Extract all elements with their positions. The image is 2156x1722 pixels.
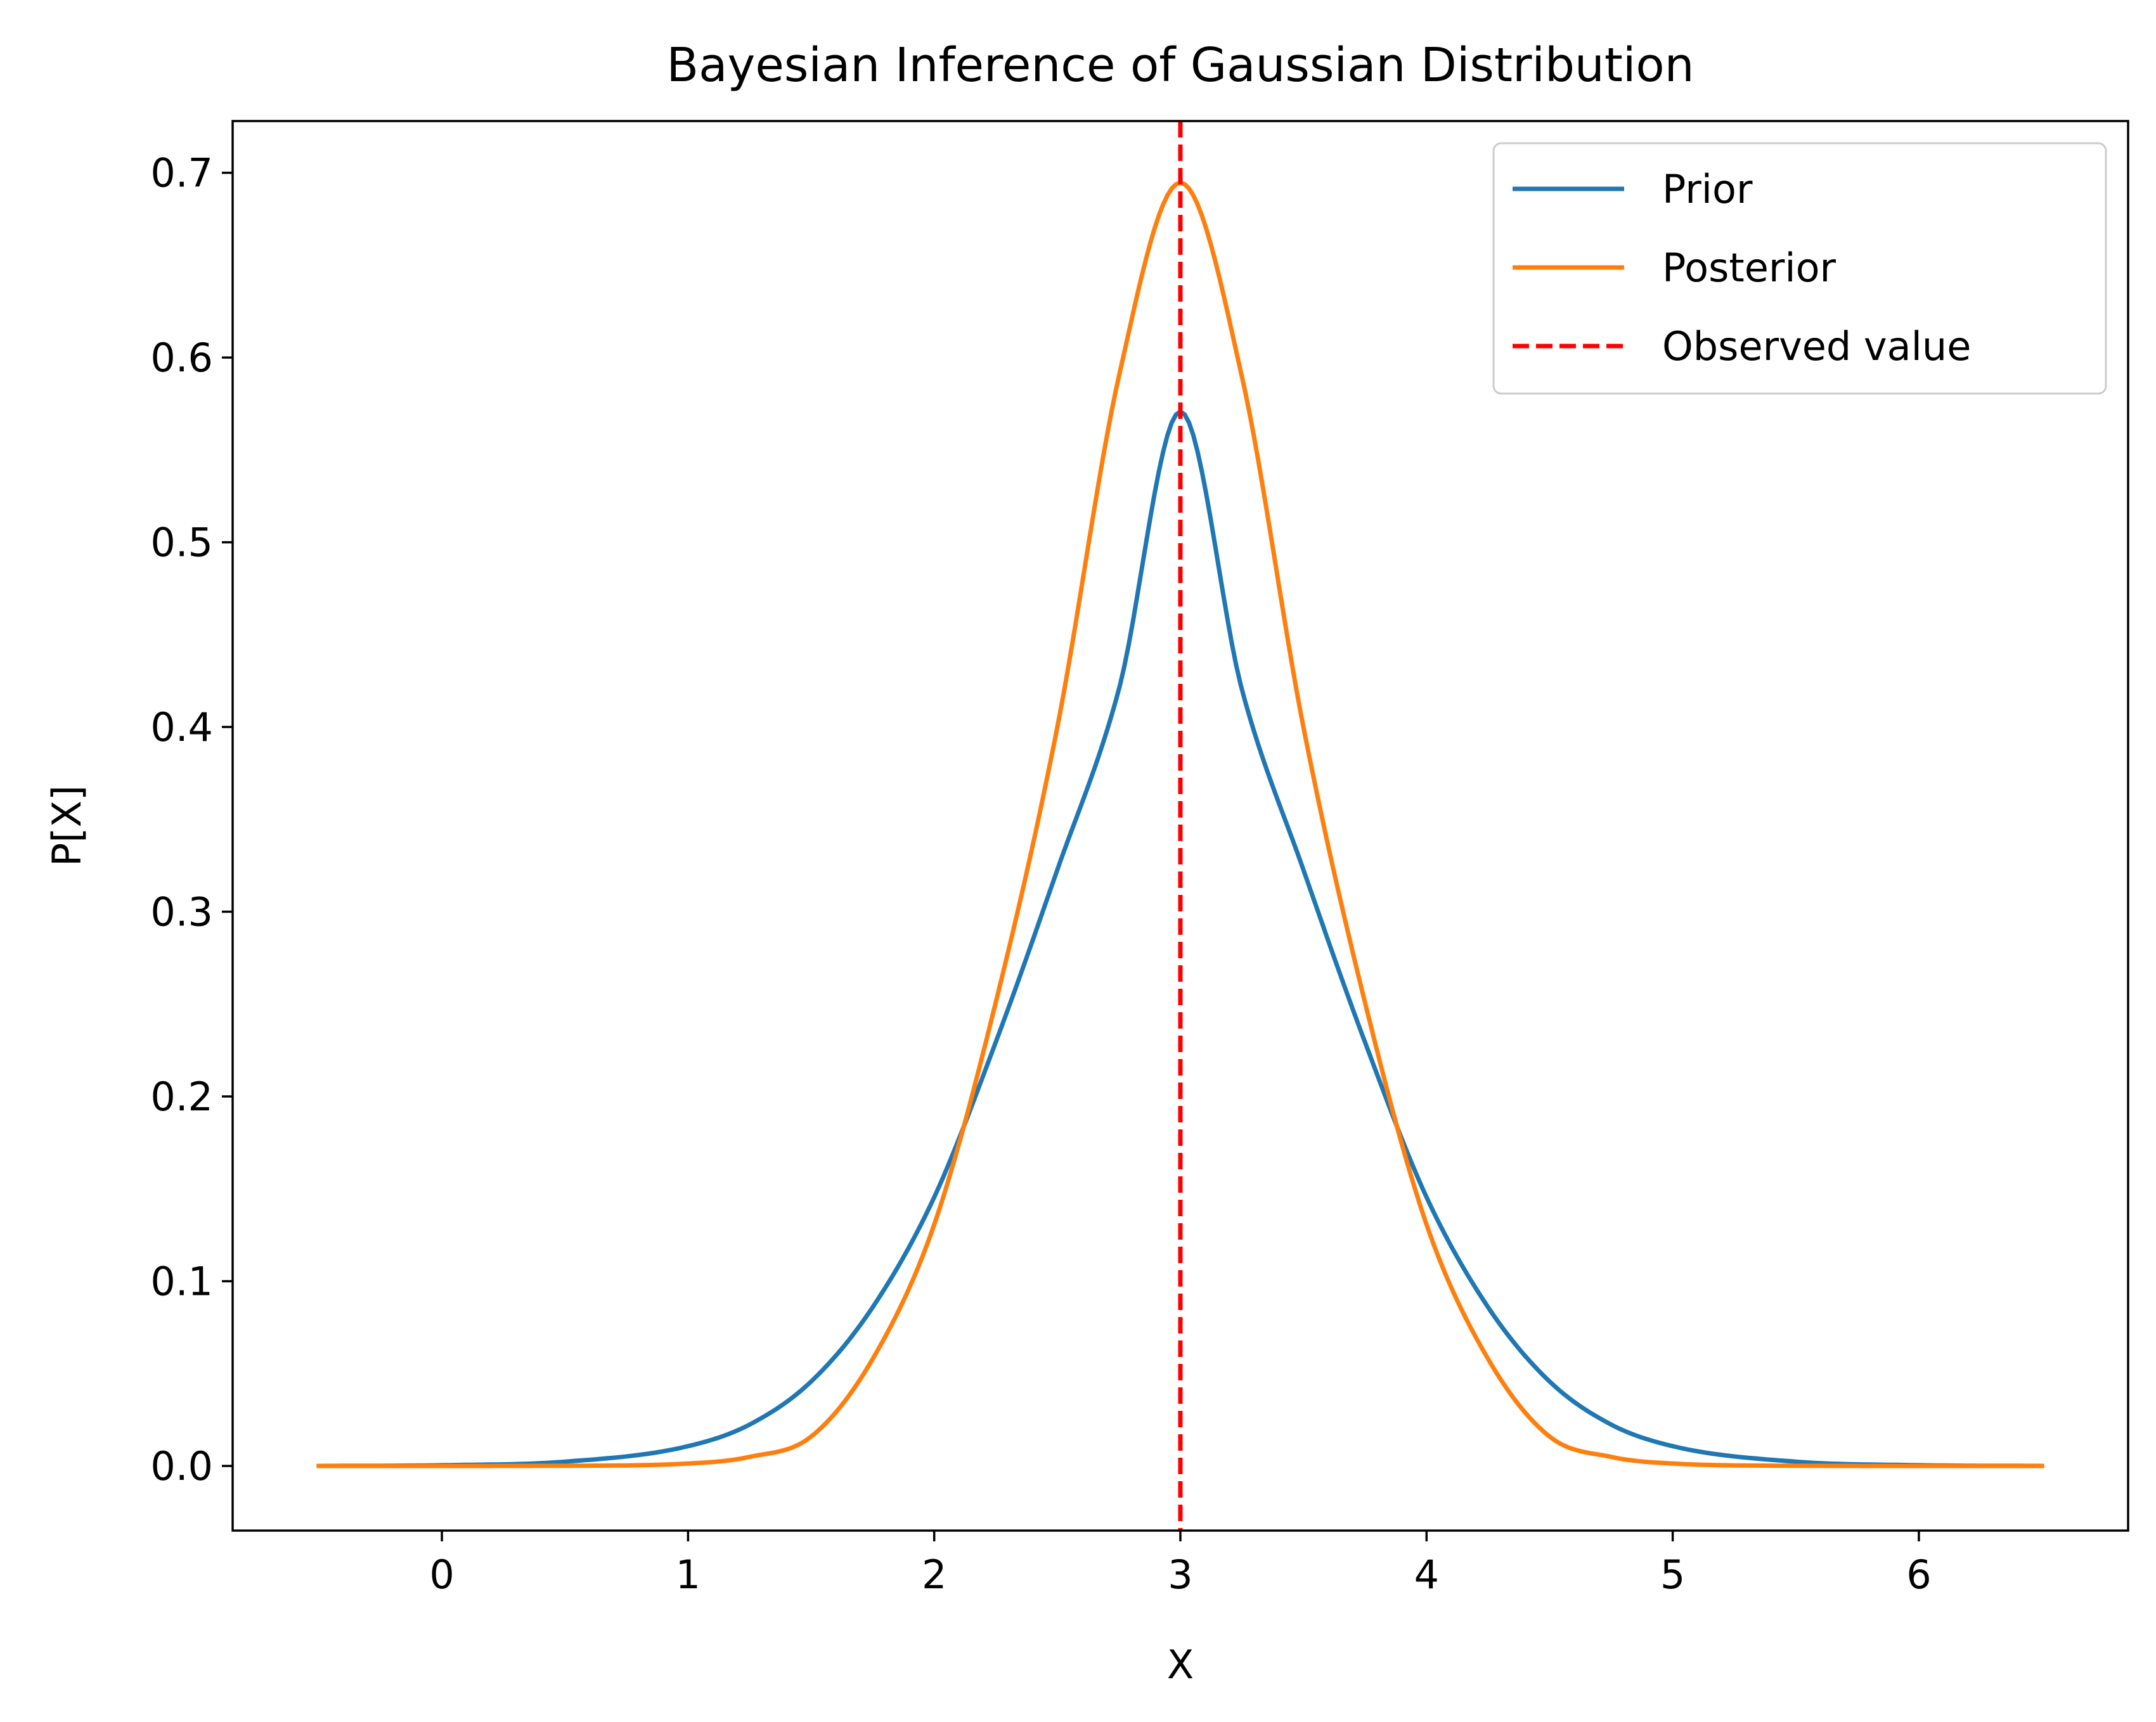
- x-axis-title: X: [1167, 1642, 1194, 1688]
- x-tick-label: 0: [429, 1552, 454, 1598]
- legend: Prior Posterior Observed value: [1492, 142, 2107, 395]
- y-tick-label: 0.1: [150, 1259, 213, 1305]
- y-axis-ticks: 0.0 0.1 0.2 0.3 0.4 0.5 0.6 0.7: [150, 150, 233, 1489]
- y-tick-label: 0.5: [150, 520, 213, 566]
- legend-label: Posterior: [1662, 245, 1836, 291]
- x-tick-label: 5: [1660, 1552, 1685, 1598]
- y-tick-label: 0.3: [150, 889, 213, 935]
- y-tick-label: 0.6: [150, 335, 213, 381]
- x-tick-label: 4: [1414, 1552, 1439, 1598]
- legend-items: Prior Posterior Observed value: [1513, 166, 1971, 369]
- x-tick-label: 3: [1168, 1552, 1192, 1598]
- y-tick-label: 0.2: [150, 1074, 213, 1120]
- legend-label: Observed value: [1662, 323, 1971, 369]
- x-axis-ticks: 0 1 2 3 4 5 6: [429, 1531, 1932, 1598]
- y-tick-label: 0.7: [150, 150, 213, 196]
- chart-title: Bayesian Inference of Gaussian Distribut…: [666, 38, 1694, 93]
- x-tick-label: 1: [676, 1552, 700, 1598]
- legend-label: Prior: [1662, 166, 1753, 212]
- y-axis-title: P[X]: [44, 785, 90, 866]
- x-tick-label: 2: [922, 1552, 946, 1598]
- y-tick-label: 0.4: [150, 704, 213, 750]
- legend-box: [1492, 142, 2107, 395]
- x-tick-label: 6: [1906, 1552, 1931, 1598]
- y-tick-label: 0.0: [150, 1443, 213, 1489]
